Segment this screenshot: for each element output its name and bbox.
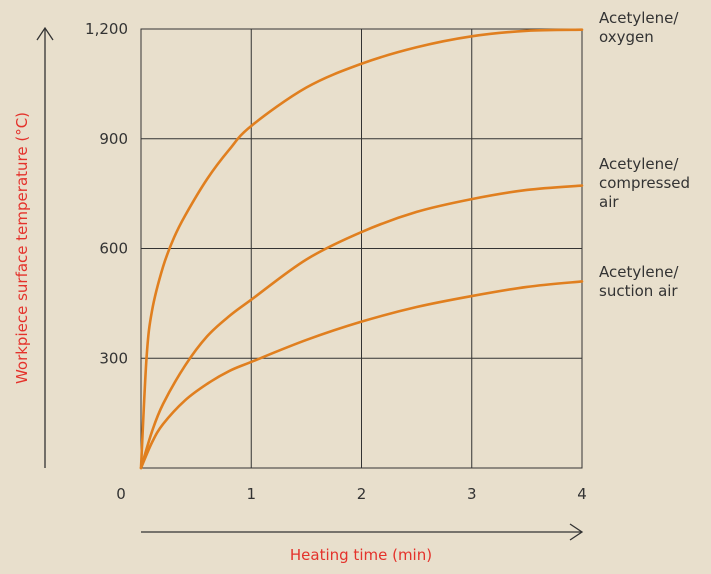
series-layer: [139, 28, 584, 470]
series-label: Acetylene/compressed air: [599, 155, 690, 211]
x-axis-title: Heating time (min): [290, 546, 432, 564]
tick-layer: 0 1 2 3 4 300 600 900 1,200: [85, 20, 587, 503]
x-tick-label: 1: [246, 485, 256, 503]
y-axis-arrow-head: [36, 26, 54, 41]
series-label-line: Acetylene/: [599, 155, 679, 173]
series-label: Acetylene/oxygen: [599, 9, 679, 46]
series-label-line: compressed: [599, 174, 690, 192]
axis-layer: Heating time (min) Workpiece surface tem…: [13, 26, 584, 564]
series-label-line: air: [599, 193, 619, 211]
x-axis-arrow-head: [569, 523, 584, 541]
series-line: [139, 28, 584, 470]
x-tick-label: 0: [116, 485, 126, 503]
y-tick-label: 900: [99, 130, 128, 148]
x-tick-label: 4: [577, 485, 587, 503]
y-tick-label: 300: [99, 349, 128, 367]
x-tick-label: 2: [357, 485, 367, 503]
y-tick-label: 1,200: [85, 20, 128, 38]
y-tick-label: 600: [99, 240, 128, 258]
series-label-line: suction air: [599, 282, 678, 300]
grid-layer: [140, 28, 583, 469]
series-label: Acetylene/suction air: [599, 263, 679, 300]
series-line: [139, 184, 584, 470]
series-label-line: Acetylene/: [599, 263, 679, 281]
series-line: [139, 280, 584, 470]
series-label-line: oxygen: [599, 28, 654, 46]
series-label-line: Acetylene/: [599, 9, 679, 27]
y-axis-title: Workpiece surface temperature (°C): [13, 112, 31, 384]
x-tick-label: 3: [467, 485, 477, 503]
